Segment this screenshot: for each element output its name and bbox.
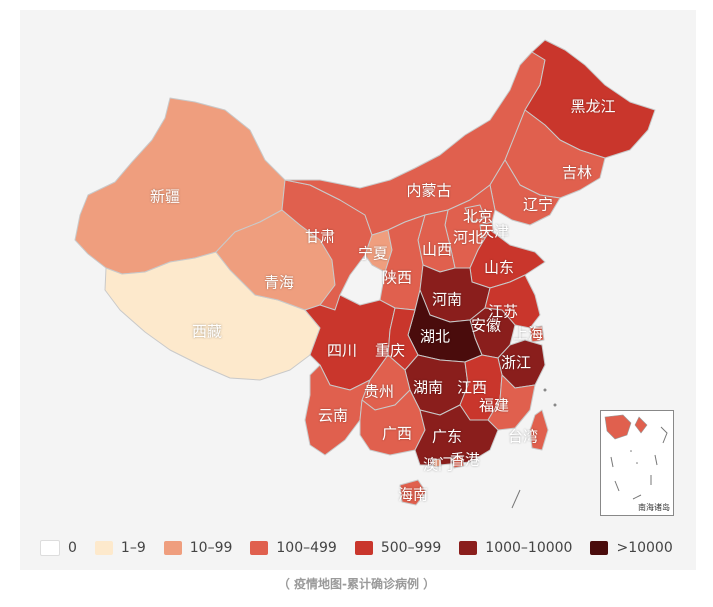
island-dot (543, 388, 547, 392)
label-重庆: 重庆 (374, 341, 406, 360)
inset-dash (660, 426, 668, 444)
province-黑龙江[interactable] (524, 39, 656, 159)
label-青海: 青海 (263, 273, 295, 292)
label-西藏: 西藏 (191, 322, 223, 341)
inset-dash (610, 456, 614, 468)
label-内蒙古: 内蒙古 (406, 181, 452, 200)
inset-dash (632, 494, 642, 500)
label-吉林: 吉林 (561, 163, 593, 182)
province-海南[interactable] (399, 479, 427, 506)
label-上海: 上海 (512, 324, 544, 343)
label-江苏: 江苏 (487, 302, 519, 321)
label-宁夏: 宁夏 (357, 244, 389, 263)
province-广东[interactable] (414, 404, 499, 466)
map-caption: （ 疫情地图-累计确诊病例 ） (277, 577, 436, 591)
label-湖北: 湖北 (419, 327, 451, 346)
label-北京: 北京 (462, 207, 494, 226)
legend-item[interactable]: 500–999 (354, 540, 442, 556)
label-香港: 香港 (449, 450, 481, 469)
label-澳门: 澳门 (422, 455, 454, 474)
china-map (74, 39, 656, 509)
legend-swatch (459, 541, 478, 555)
inset-island-dot (636, 462, 638, 464)
label-台湾: 台湾 (507, 427, 539, 446)
province-澳门[interactable] (432, 458, 442, 468)
label-海南: 海南 (397, 485, 429, 504)
legend-swatch (590, 541, 609, 555)
label-安徽: 安徽 (470, 316, 502, 335)
province-香港[interactable] (451, 455, 465, 469)
legend-swatch (40, 540, 60, 556)
legend-label: 1–9 (120, 540, 146, 556)
label-贵州: 贵州 (363, 382, 395, 401)
legend-item[interactable]: 10–99 (163, 540, 233, 556)
inset-island-dot (630, 450, 632, 452)
legend-item[interactable]: >10000 (590, 540, 673, 556)
label-天津: 天津 (478, 222, 510, 241)
legend-item[interactable]: 1000–10000 (459, 540, 572, 556)
province-福建[interactable] (487, 374, 536, 431)
legend-swatch (94, 541, 113, 555)
label-辽宁: 辽宁 (522, 195, 554, 214)
legend-swatch (354, 541, 373, 555)
label-广东: 广东 (431, 427, 463, 446)
label-广西: 广西 (381, 424, 413, 443)
legend-item[interactable]: 0 (40, 540, 77, 556)
label-福建: 福建 (478, 396, 510, 415)
label-湖南: 湖南 (412, 378, 444, 397)
province-北京[interactable] (464, 204, 486, 223)
island-dot (553, 403, 557, 407)
label-山西: 山西 (421, 240, 453, 259)
province-台湾[interactable] (529, 409, 549, 451)
south-china-sea-inset: 南海诸岛 (600, 410, 674, 516)
legend-swatch (250, 541, 269, 555)
label-四川: 四川 (326, 341, 358, 360)
inset-coast-shape (634, 416, 648, 434)
legend: 0 1–9 10–99 100–499 500–999 1000–10000 >10000 (40, 540, 691, 556)
province-云南[interactable] (304, 364, 371, 456)
legend-swatch (163, 541, 182, 555)
label-河北: 河北 (452, 228, 484, 247)
inset-coast-shape (604, 414, 632, 440)
label-新疆: 新疆 (149, 187, 181, 206)
legend-label: 0 (68, 540, 77, 556)
inset-dash (654, 454, 658, 466)
legend-label: >10000 (616, 540, 673, 556)
label-黑龙江: 黑龙江 (570, 97, 616, 116)
legend-label: 1000–10000 (485, 540, 573, 556)
legend-item[interactable]: 100–499 (250, 540, 337, 556)
inset-dash (614, 480, 620, 492)
label-甘肃: 甘肃 (304, 227, 336, 246)
legend-label: 500–999 (380, 540, 442, 556)
legend-label: 100–499 (276, 540, 337, 556)
label-陕西: 陕西 (381, 268, 413, 287)
label-江西: 江西 (456, 378, 488, 397)
legend-label: 10–99 (189, 540, 233, 556)
island-line (511, 489, 521, 509)
map-panel: 新疆 西藏 青海 甘肃 内蒙古 黑龙江 吉林 辽宁 北京 天津 河北 山西 宁夏… (20, 10, 696, 570)
province-上海[interactable] (529, 325, 545, 343)
label-河南: 河南 (431, 290, 463, 309)
legend-item[interactable]: 1–9 (94, 540, 146, 556)
label-浙江: 浙江 (500, 353, 532, 372)
label-云南: 云南 (317, 406, 349, 425)
label-山东: 山东 (483, 258, 515, 277)
inset-map (604, 414, 668, 500)
inset-label: 南海诸岛 (638, 503, 670, 512)
